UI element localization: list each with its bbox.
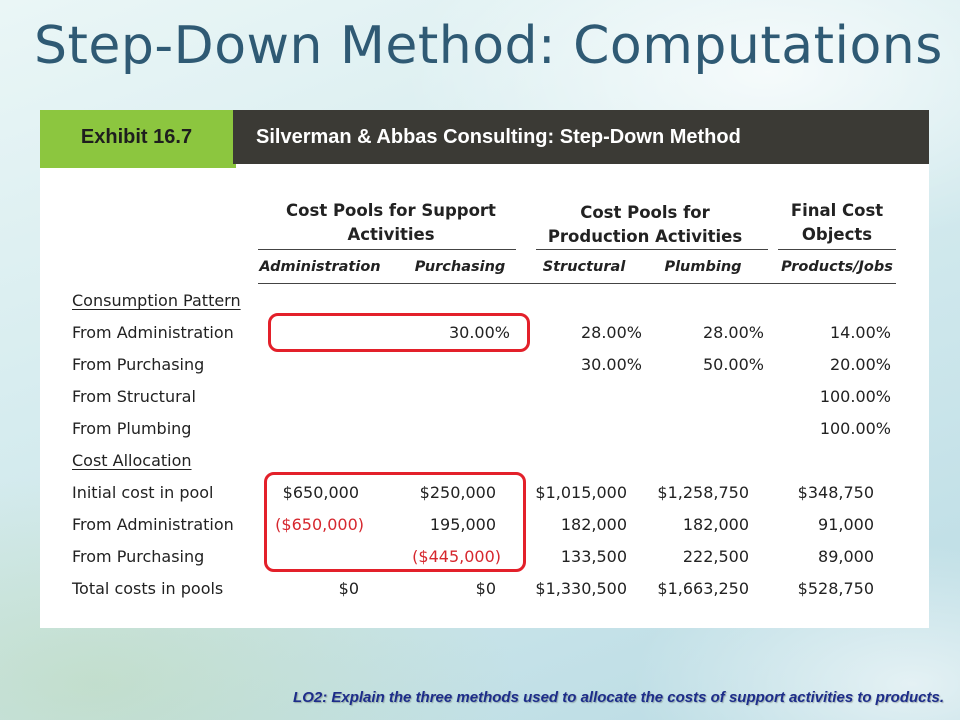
section-label-allocation: Cost Allocation xyxy=(72,451,192,470)
table-cell: $528,750 xyxy=(797,579,874,598)
table-cell: 20.00% xyxy=(829,355,891,374)
table-cell: $1,015,000 xyxy=(535,483,627,502)
row-label: Initial cost in pool xyxy=(72,483,214,502)
col-header-administration: Administration xyxy=(259,259,381,275)
highlight-box-administration-consumption xyxy=(268,313,530,352)
col-header-structural: Structural xyxy=(542,259,626,275)
table-cell: $0 xyxy=(338,579,359,598)
table-cell: 30.00% xyxy=(580,355,642,374)
table-cell: $348,750 xyxy=(797,483,874,502)
table-cell: 28.00% xyxy=(702,323,764,342)
learning-objective-footnote: LO2: Explain the three methods used to a… xyxy=(293,689,944,706)
group-header-final: Final Cost Objects xyxy=(790,201,884,244)
table-cell: 91,000 xyxy=(818,515,874,534)
table-cell: 14.00% xyxy=(829,323,891,342)
table-cell: $0 xyxy=(475,579,496,598)
rule-column-headers xyxy=(258,283,896,284)
table-cell: 182,000 xyxy=(682,515,749,534)
rule-final xyxy=(778,249,896,250)
row-label: From Purchasing xyxy=(72,547,205,566)
highlight-box-support-allocation xyxy=(264,472,526,572)
table-cell: $1,330,500 xyxy=(535,579,627,598)
table-cell: 222,500 xyxy=(682,547,749,566)
table-cell: 50.00% xyxy=(702,355,764,374)
table-cell: 182,000 xyxy=(560,515,627,534)
table-cell: $1,663,250 xyxy=(657,579,749,598)
row-label: From Structural xyxy=(72,387,196,406)
row-label: From Administration xyxy=(72,323,234,342)
col-header-products-jobs: Products/Jobs xyxy=(781,259,893,275)
row-label: From Purchasing xyxy=(72,355,205,374)
exhibit-accent-line xyxy=(40,164,236,168)
slide-title: Step-Down Method: Computations xyxy=(34,16,943,76)
rule-support xyxy=(258,249,516,250)
table-cell-negative: ($650,000) xyxy=(275,515,364,534)
table-cell: 100.00% xyxy=(819,387,891,406)
col-header-purchasing: Purchasing xyxy=(414,259,506,275)
table-cell: $250,000 xyxy=(419,483,496,502)
group-header-production: Cost Pools for Production Activities xyxy=(547,203,743,246)
table-cell: 133,500 xyxy=(560,547,627,566)
table-cell: 100.00% xyxy=(819,419,891,438)
rule-production xyxy=(536,249,768,250)
table-cell: 89,000 xyxy=(818,547,874,566)
table-cell-negative: ($445,000) xyxy=(412,547,501,566)
row-label: From Administration xyxy=(72,515,234,534)
table-cell: 30.00% xyxy=(448,323,510,342)
section-label-consumption: Consumption Pattern xyxy=(72,291,241,310)
group-header-support: Cost Pools for Support Activities xyxy=(286,201,496,244)
row-label: Total costs in pools xyxy=(72,579,224,598)
exhibit-table: Exhibit 16.7 Silverman & Abbas Consultin… xyxy=(40,110,929,628)
table-cell: $650,000 xyxy=(282,483,359,502)
table-cell: 28.00% xyxy=(580,323,642,342)
table-cell: $1,258,750 xyxy=(657,483,749,502)
exhibit-title: Silverman & Abbas Consulting: Step-Down … xyxy=(256,126,741,148)
row-label: From Plumbing xyxy=(72,419,192,438)
exhibit-tag: Exhibit 16.7 xyxy=(40,110,233,164)
table-cell: 195,000 xyxy=(429,515,496,534)
col-header-plumbing: Plumbing xyxy=(664,259,742,275)
